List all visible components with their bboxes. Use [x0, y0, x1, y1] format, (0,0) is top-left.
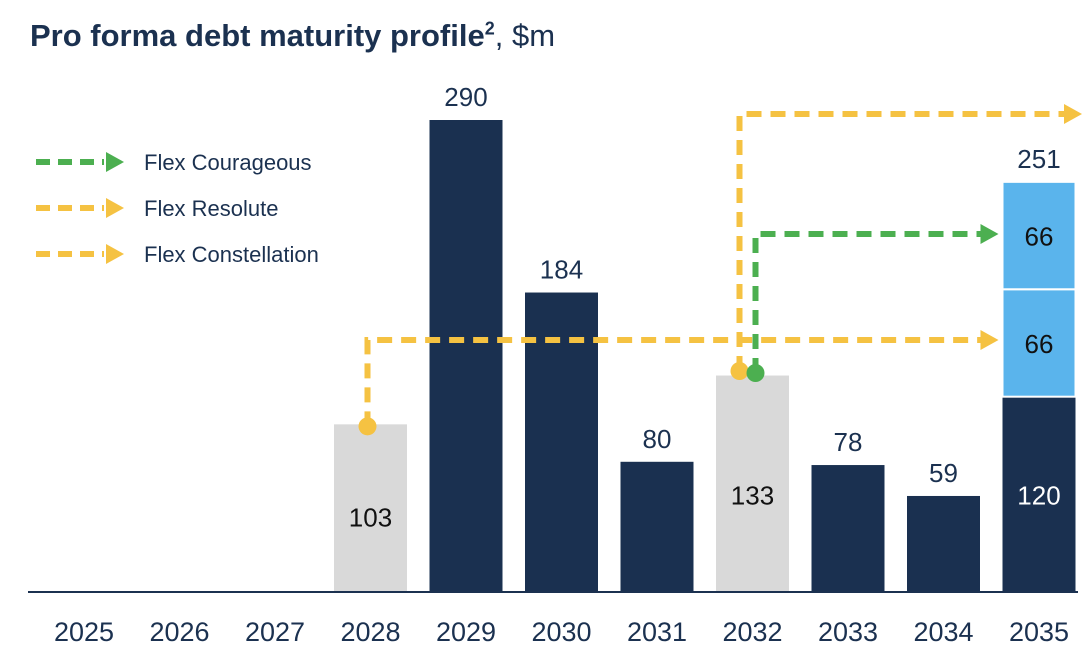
arrow-flex-courageous-line [752, 231, 999, 373]
total-label-2030: 184 [540, 255, 583, 285]
bar-2028 [334, 424, 407, 592]
arrow-flex-constellation-head [1064, 104, 1082, 124]
bar-label-2028: 103 [349, 503, 392, 533]
bar-2033 [811, 465, 885, 592]
chart-title: Pro forma debt maturity profile2, $m [30, 18, 555, 54]
arrow-flex-courageous-head [980, 224, 999, 244]
segment-label-2035-middle: 66 [1025, 329, 1054, 359]
arrow-flex-constellation-line [736, 111, 1082, 371]
total-label-2031: 80 [643, 424, 672, 454]
arrow-flex-resolute-head [980, 330, 999, 350]
total-label-2029: 290 [444, 82, 487, 112]
x-tick-2033: 2033 [818, 617, 878, 647]
arrow-flex-courageous [746, 224, 999, 382]
arrow-flex-resolute-dot [358, 417, 377, 436]
arrow-flex-courageous-dot [746, 364, 765, 382]
x-tick-2028: 2028 [340, 617, 400, 647]
total-label-2033: 78 [834, 427, 863, 457]
arrow-flex-resolute [358, 330, 999, 436]
legend-label-flex-resolute: Flex Resolute [144, 196, 279, 221]
arrow-flex-constellation-dot [730, 362, 749, 380]
x-tick-2034: 2034 [913, 617, 973, 647]
x-tick-2026: 2026 [149, 617, 209, 647]
x-axis: 2025 2026 2027 2028 2029 2030 2031 2032 2033 2034… [28, 591, 1078, 647]
x-tick-2035: 2035 [1009, 617, 1069, 647]
legend: Flex Courageous Flex Resolute Flex Constel… [36, 150, 319, 267]
bar-2031 [620, 461, 694, 592]
bar-2029 [429, 120, 503, 592]
x-tick-2032: 2032 [722, 617, 782, 647]
legend-item-flex-constellation: Flex Constellation [36, 242, 319, 267]
bar-label-2032: 133 [731, 481, 774, 511]
chart-title-footnote: 2 [484, 18, 495, 39]
x-tick-2029: 2029 [436, 617, 496, 647]
labels-layer: 290 184 80 78 59 251 103 133 120 66 66 [349, 82, 1061, 533]
legend-arrowhead-flex-courageous [106, 152, 124, 172]
total-label-2034: 59 [929, 458, 958, 488]
arrow-flex-resolute-line [364, 337, 999, 427]
chart-title-text: Pro forma debt maturity profile [30, 18, 485, 53]
total-label-2035: 251 [1017, 144, 1060, 174]
segment-label-2035-top: 66 [1025, 222, 1054, 252]
chart-title-unit: , $m [494, 18, 556, 53]
arrows-layer [358, 104, 1082, 436]
bar-2030 [525, 292, 598, 592]
x-tick-2027: 2027 [245, 617, 305, 647]
arrow-flex-constellation [730, 104, 1082, 380]
x-tick-2031: 2031 [627, 617, 687, 647]
legend-item-flex-courageous: Flex Courageous [36, 150, 312, 175]
bar-2032 [716, 375, 789, 592]
segment-label-2035-bottom: 120 [1017, 480, 1060, 510]
x-tick-2030: 2030 [531, 617, 591, 647]
legend-arrowhead-flex-resolute [106, 198, 124, 218]
legend-arrowhead-flex-constellation [106, 244, 124, 264]
bar-2035-top-segment [1001, 180, 1077, 291]
x-tick-2025: 2025 [54, 617, 114, 647]
bar-2035-middle-segment [1001, 288, 1077, 398]
bar-2035 [1002, 396, 1076, 592]
bar-2034 [907, 495, 980, 592]
legend-label-flex-courageous: Flex Courageous [144, 150, 312, 175]
bars-layer [334, 120, 1077, 592]
legend-label-flex-constellation: Flex Constellation [144, 242, 319, 267]
legend-item-flex-resolute: Flex Resolute [36, 196, 279, 221]
